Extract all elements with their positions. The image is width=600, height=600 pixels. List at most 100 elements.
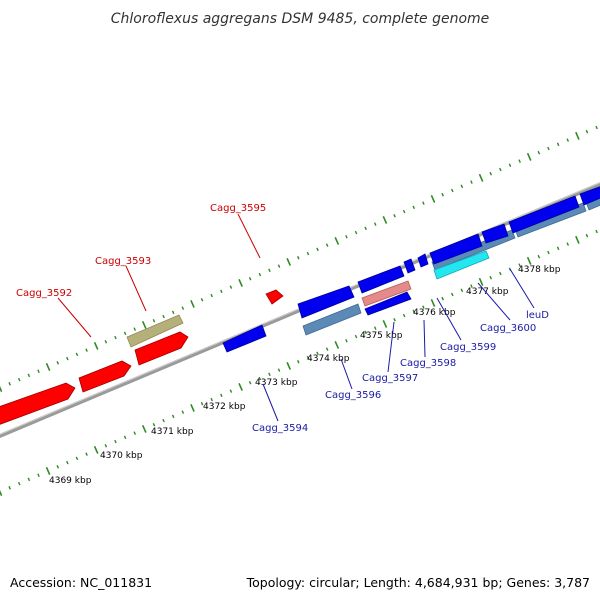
gene-arrow-reverse	[357, 265, 405, 294]
scale-tick-minor	[229, 389, 233, 393]
scale-tick-minor	[547, 250, 550, 255]
genome-title: Chloroflexus aggregans DSM 9485, complet…	[111, 11, 490, 27]
scale-tick-minor	[373, 326, 377, 330]
scale-tick-minor	[537, 254, 541, 259]
scale-tick-minor	[66, 356, 69, 361]
scale-tick-minor	[585, 129, 589, 134]
scale-tick-minor	[268, 372, 271, 377]
scale-tick-major	[575, 235, 580, 244]
scale-tick-minor	[152, 319, 156, 323]
scale-tick-minor	[37, 473, 40, 477]
scale-tick-major	[45, 362, 51, 372]
gene-label-cagg-3592: Cagg_3592	[16, 288, 72, 299]
scale-tick-major	[526, 152, 532, 161]
tick-label: 4369 kbp	[49, 476, 92, 486]
scale-tick-minor	[556, 142, 560, 147]
gene-arrow-reverse	[297, 285, 355, 319]
scale-tick-minor	[210, 397, 213, 402]
cyan-feature-bar	[433, 250, 490, 280]
scale-tick-major	[334, 236, 340, 245]
scale-tick-minor	[133, 431, 137, 435]
scale-tick-minor	[422, 201, 425, 205]
scale-tick-minor	[373, 222, 377, 226]
scale-tick-minor	[364, 226, 367, 231]
tick-label: 4373 kbp	[255, 378, 298, 388]
scale-tick-minor	[75, 456, 79, 461]
gene-label-cagg-3593: Cagg_3593	[95, 256, 151, 267]
gene-arrow-reverse	[417, 253, 429, 268]
tick-label: 4376 kbp	[413, 308, 456, 318]
scale-tick-minor	[210, 293, 213, 298]
gene-arrow-reverse	[508, 195, 580, 234]
scale-tick-minor	[345, 339, 348, 343]
gene-label-leud: leuD	[526, 310, 549, 321]
scale-tick-minor	[162, 314, 165, 319]
scale-tick-minor	[152, 423, 156, 427]
scale-tick-minor	[104, 340, 108, 344]
gene-arrow-reverse	[222, 324, 267, 353]
scale-tick-major	[382, 215, 388, 224]
reverse-genes	[222, 186, 600, 353]
scale-tick-minor	[412, 205, 416, 210]
scale-tick-minor	[566, 138, 570, 142]
tick-label: 4377 kbp	[466, 287, 509, 297]
ticks-outer	[0, 125, 598, 393]
tick-label: 4374 kbp	[307, 354, 350, 364]
scale-tick-major	[286, 361, 292, 370]
scale-tick-major	[430, 298, 436, 307]
scale-tick-minor	[181, 306, 185, 310]
scale-tick-minor	[566, 242, 570, 246]
scale-tick-minor	[17, 481, 21, 486]
gene-label-cagg-3595: Cagg_3595	[210, 203, 266, 214]
forward-genes	[0, 289, 284, 425]
gene-label-cagg-3597: Cagg_3597	[362, 373, 418, 384]
reverse-gene-labels: Cagg_3594 Cagg_3596 Cagg_3597 Cagg_3598 …	[252, 310, 549, 434]
gene-arrow-forward	[0, 382, 76, 425]
scale-tick-minor	[27, 477, 31, 482]
scale-tick-minor	[171, 414, 175, 419]
scale-tick-minor	[181, 410, 185, 414]
scale-tick-minor	[123, 435, 127, 440]
gene-arrow-forward	[78, 360, 132, 393]
scale-tick-minor	[133, 327, 137, 331]
scale-tick-minor	[412, 309, 416, 314]
scale-tick-minor	[499, 167, 502, 172]
scale-tick-minor	[56, 465, 60, 469]
scale-tick-minor	[258, 272, 262, 277]
scale-tick-minor	[460, 288, 464, 293]
scale-tick-minor	[402, 313, 406, 318]
tick-label: 4375 kbp	[360, 331, 403, 341]
scale-tick-minor	[556, 246, 560, 251]
scale-tick-minor	[441, 192, 444, 197]
scale-tick-major	[0, 489, 3, 497]
scale-tick-minor	[470, 180, 473, 184]
gene-label-cagg-3598: Cagg_3598	[400, 358, 456, 369]
scale-tick-minor	[306, 355, 310, 360]
genome-summary-text: Topology: circular; Length: 4,684,931 bp…	[246, 575, 590, 590]
scale-tick-minor	[114, 439, 117, 444]
scale-tick-major	[93, 341, 99, 350]
scale-tick-major	[238, 278, 243, 287]
scale-tick-minor	[258, 376, 262, 381]
gene-label-cagg-3596: Cagg_3596	[325, 390, 381, 401]
gene-arrow-forward	[265, 289, 284, 305]
scale-tick-minor	[325, 347, 329, 351]
ticks-inner	[0, 229, 598, 497]
scale-tick-minor	[354, 334, 358, 339]
scale-tick-minor	[595, 125, 598, 130]
scale-tick-minor	[306, 251, 310, 256]
scale-tick-minor	[17, 377, 21, 382]
scale-tick-minor	[123, 331, 127, 336]
accession-text: Accession: NC_011831	[10, 575, 152, 590]
scale-tick-minor	[499, 271, 502, 276]
forward-gene-labels: Cagg_3592 Cagg_3593 Cagg_3595	[16, 203, 266, 299]
scale-tick-minor	[297, 256, 300, 260]
pink-feature-bar	[361, 280, 412, 307]
gene-arrow-forward	[134, 331, 189, 366]
scale-tick-major	[141, 320, 147, 329]
scale-tick-minor	[248, 381, 252, 385]
gene-arrow-reverse	[579, 186, 600, 206]
scale-tick-minor	[56, 361, 60, 365]
